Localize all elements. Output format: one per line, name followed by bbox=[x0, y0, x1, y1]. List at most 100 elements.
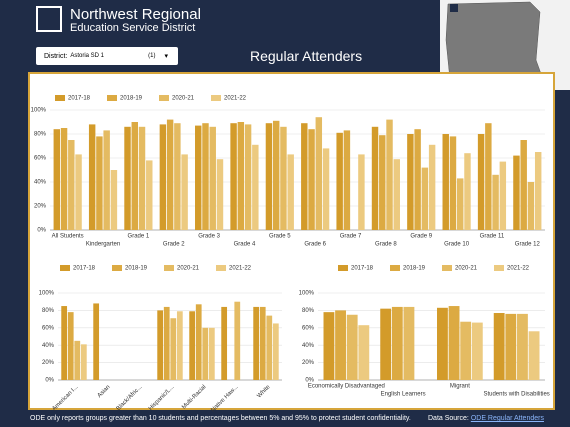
legend-swatch bbox=[494, 265, 504, 271]
district-filter[interactable]: District: Astoria SD 1 (1) ▾ bbox=[36, 47, 178, 65]
legend-label: 2018-19 bbox=[403, 266, 426, 272]
bar bbox=[189, 311, 196, 380]
bar bbox=[266, 315, 273, 380]
bar bbox=[379, 135, 386, 230]
x-tick-label: Grade 7 bbox=[340, 234, 362, 240]
bar bbox=[138, 126, 146, 230]
bar bbox=[163, 306, 170, 380]
bar bbox=[159, 124, 167, 230]
legend-label: 2021-22 bbox=[507, 266, 530, 272]
y-tick-label: 0% bbox=[305, 378, 314, 384]
bar bbox=[202, 327, 209, 380]
bar bbox=[93, 303, 100, 380]
bar bbox=[421, 167, 429, 230]
bar bbox=[88, 124, 96, 230]
legend-label: 2020-21 bbox=[177, 266, 200, 272]
legend-swatch bbox=[112, 265, 122, 271]
bar bbox=[237, 122, 245, 230]
bar bbox=[513, 155, 520, 230]
y-tick-label: 20% bbox=[42, 360, 55, 366]
x-tick-label: Grade 8 bbox=[375, 242, 397, 248]
bar bbox=[493, 313, 505, 380]
bar bbox=[272, 323, 279, 380]
bar bbox=[146, 160, 153, 230]
legend-label: 2018-19 bbox=[125, 266, 148, 272]
bar bbox=[315, 117, 323, 230]
legend-swatch bbox=[390, 265, 400, 271]
bar bbox=[157, 310, 164, 380]
bar bbox=[96, 136, 103, 230]
legend-label: 2020-21 bbox=[455, 266, 478, 272]
x-tick-label: Native Haw... bbox=[210, 384, 239, 413]
filter-label: District: bbox=[44, 52, 68, 60]
bar bbox=[448, 306, 460, 380]
bar bbox=[414, 129, 421, 230]
source-link[interactable]: ODE Regular Attenders bbox=[470, 415, 544, 422]
bar bbox=[358, 325, 370, 380]
x-tick-label: Asian bbox=[97, 384, 112, 399]
y-tick-label: 80% bbox=[42, 308, 55, 314]
legend-label: 2017-18 bbox=[73, 266, 96, 272]
x-tick-label: Grade 6 bbox=[304, 242, 326, 248]
legend-swatch bbox=[442, 265, 452, 271]
bar bbox=[202, 123, 209, 230]
legend-label: 2020-21 bbox=[172, 96, 195, 102]
legend-swatch bbox=[216, 265, 226, 271]
legend-label: 2021-22 bbox=[229, 266, 252, 272]
legend-swatch bbox=[60, 265, 70, 271]
x-tick-label: Grade 10 bbox=[444, 242, 470, 248]
y-tick-label: 0% bbox=[37, 228, 46, 234]
x-tick-label: Grade 5 bbox=[269, 234, 291, 240]
y-tick-label: 100% bbox=[39, 291, 55, 297]
bar bbox=[174, 123, 181, 230]
bar bbox=[464, 153, 471, 230]
bar bbox=[517, 313, 528, 380]
y-tick-label: 40% bbox=[42, 343, 55, 349]
legend-swatch bbox=[107, 95, 117, 101]
bar bbox=[230, 123, 237, 230]
bar bbox=[103, 130, 110, 230]
bar bbox=[301, 123, 308, 230]
bar bbox=[428, 144, 436, 230]
logo-title: Northwest Regional bbox=[70, 6, 201, 23]
legend-label: 2021-22 bbox=[224, 96, 247, 102]
bar bbox=[195, 304, 202, 380]
bar bbox=[499, 161, 507, 230]
bar bbox=[346, 314, 358, 380]
legend-label: 2018-19 bbox=[120, 96, 143, 102]
bar bbox=[528, 331, 540, 380]
y-tick-label: 60% bbox=[302, 325, 315, 331]
bar bbox=[308, 129, 315, 230]
x-tick-label: White bbox=[256, 384, 272, 400]
x-tick-label: Grade 1 bbox=[128, 234, 150, 240]
legend-swatch bbox=[159, 95, 169, 101]
y-tick-label: 100% bbox=[299, 291, 315, 297]
bar bbox=[166, 119, 174, 230]
filter-value: Astoria SD 1 bbox=[70, 53, 105, 59]
y-tick-label: 60% bbox=[34, 156, 47, 162]
bar bbox=[75, 154, 82, 230]
bar bbox=[343, 130, 351, 230]
x-tick-label: Grade 4 bbox=[234, 242, 256, 248]
bar bbox=[80, 344, 87, 380]
legend-label: 2017-18 bbox=[68, 96, 91, 102]
bar bbox=[442, 134, 449, 230]
bar bbox=[253, 306, 260, 380]
x-tick-label: Grade 9 bbox=[410, 234, 432, 240]
bar bbox=[380, 308, 392, 380]
bar bbox=[437, 307, 448, 380]
bar bbox=[322, 148, 330, 230]
x-tick-label: Economically Disadvantaged bbox=[308, 384, 385, 390]
bar bbox=[505, 313, 517, 380]
x-tick-label: Students with Disabilities bbox=[483, 392, 549, 398]
x-tick-label: Kindergarten bbox=[86, 242, 120, 248]
bar bbox=[265, 123, 273, 230]
x-tick-label: Grade 3 bbox=[198, 234, 220, 240]
source-label: Data Source: bbox=[428, 415, 469, 422]
bar bbox=[131, 122, 138, 230]
bar bbox=[110, 170, 118, 230]
dropdown-arrow: ▾ bbox=[164, 53, 168, 60]
bar bbox=[477, 134, 485, 230]
bar bbox=[61, 306, 68, 380]
